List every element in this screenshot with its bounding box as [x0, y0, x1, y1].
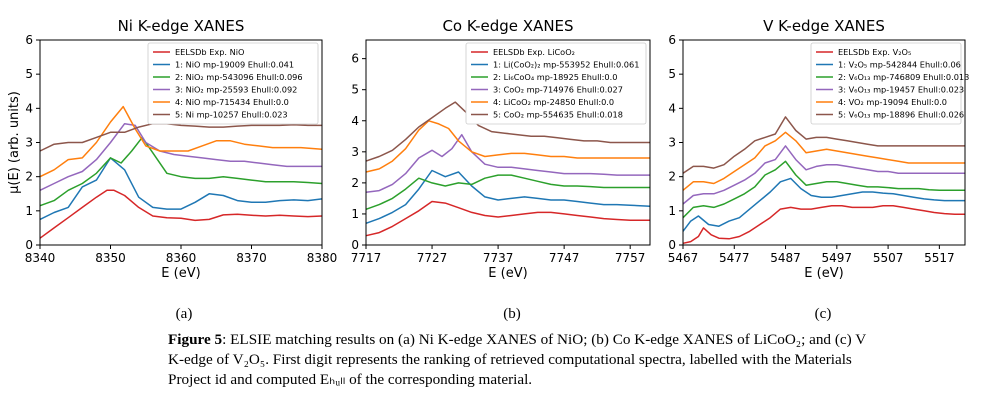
series-line-3-0 — [682, 204, 965, 245]
y-tick-label: 2 — [25, 170, 33, 184]
legend-entry: 5: CoO₂ mp-554635 Ehull:0.018 — [493, 110, 623, 120]
y-tick-label: 4 — [25, 101, 33, 115]
y-tick-label: 2 — [668, 170, 676, 184]
y-tick-label: 1 — [668, 204, 676, 218]
series-line-1-3 — [39, 122, 322, 191]
legend-entry: 2: NiO₂ mp-543096 Ehull:0.096 — [175, 72, 303, 82]
legend-entry: 4: LiCoO₂ mp-24850 Ehull:0.0 — [493, 97, 614, 107]
x-axis-label: E (eV) — [488, 266, 527, 281]
series-line-2-1 — [365, 169, 651, 225]
series-line-2-0 — [365, 200, 650, 237]
x-tick-label: 5507 — [873, 251, 904, 265]
x-tick-label: 5487 — [770, 251, 801, 265]
panel-label: (a) — [176, 306, 193, 322]
y-tick-label: 0 — [351, 238, 359, 252]
y-tick-label: 6 — [668, 33, 676, 47]
x-tick-label: 7757 — [615, 251, 646, 265]
series-line-2-3 — [365, 133, 650, 193]
series-line-1-0 — [39, 189, 323, 239]
y-tick-label: 4 — [351, 114, 359, 128]
y-tick-label: 0 — [25, 238, 33, 252]
legend-entry: 1: V₂O₅ mp-542844 Ehull:0.06 — [838, 60, 961, 70]
legend-box — [147, 42, 319, 125]
x-tick-label: 7737 — [483, 251, 514, 265]
chart-panel-3: 0 1 2 3 4 5 6 5467 5477 5487 5497 5507 5517 V K-edge … — [668, 17, 970, 322]
panel-label: (c) — [815, 306, 832, 322]
legend-entry: 4: VO₂ mp-19094 Ehull:0.0 — [838, 97, 947, 107]
legend-entry: 3: NiO₂ mp-25593 Ehull:0.092 — [175, 85, 297, 95]
panel-label: (b) — [503, 306, 521, 322]
x-tick-label: 7727 — [417, 251, 448, 265]
figure-caption: Figure 5: ELSIE matching results on (a) … — [168, 330, 868, 390]
legend-box — [465, 42, 647, 125]
series-line-1-5 — [39, 122, 322, 152]
y-tick-label: 0 — [668, 238, 676, 252]
legend-entry: EELSDb Exp. V₂O₅ — [838, 47, 911, 57]
legend-entry: EELSDb Exp. LiCoO₂ — [493, 47, 575, 57]
x-tick-label: 7747 — [549, 251, 580, 265]
y-tick-label: 4 — [668, 101, 676, 115]
chart-panel-2: 0 1 2 3 4 5 6 7717 7727 7737 7747 7757 Co K-edge XAN… — [351, 17, 651, 322]
legend-entry: EELSDb Exp. NiO — [175, 47, 244, 57]
x-axis-label: E (eV) — [161, 266, 200, 281]
chart-title: Ni K-edge XANES — [118, 17, 245, 35]
x-tick-label: 5467 — [668, 251, 699, 265]
legend-entry: 1: NiO mp-19009 Ehull:0.041 — [175, 60, 294, 70]
x-tick-label: 8370 — [236, 251, 267, 265]
series-line-2-2 — [365, 174, 650, 211]
x-axis-label: E (eV) — [804, 266, 843, 281]
y-tick-label: 1 — [25, 204, 33, 218]
series-line-3-5 — [682, 116, 965, 174]
legend-entry: 4: NiO mp-715434 Ehull:0.0 — [175, 97, 289, 107]
x-tick-label: 8380 — [307, 251, 338, 265]
x-tick-label: 8360 — [166, 251, 197, 265]
legend-entry: 1: Li(CoO₂)₂ mp-553952 Ehull:0.061 — [493, 60, 639, 70]
plot-frame — [365, 39, 651, 246]
series-line-3-1 — [682, 177, 965, 232]
y-tick-label: 3 — [25, 136, 33, 150]
series-line-3-3 — [682, 145, 965, 205]
legend-entry: 5: V₆O₁₃ mp-18896 Ehull:0.026 — [838, 110, 964, 120]
series-line-2-5 — [365, 101, 650, 162]
legend-box — [810, 42, 962, 125]
legend-entry: 2: Li₆CoO₄ mp-18925 Ehull:0.0 — [493, 72, 617, 82]
series-line-1-2 — [39, 136, 323, 207]
caption-text: : ELSIE matching results on (a) Ni K-edg… — [168, 331, 866, 388]
series-line-3-4 — [682, 131, 965, 191]
x-tick-label: 7717 — [351, 251, 382, 265]
x-tick-label: 5517 — [924, 251, 955, 265]
y-tick-label: 2 — [351, 176, 359, 190]
x-tick-label: 5477 — [719, 251, 750, 265]
series-line-1-1 — [39, 157, 323, 221]
y-tick-label: 5 — [351, 83, 359, 97]
legend-entry: 3: CoO₂ mp-714976 Ehull:0.027 — [493, 85, 623, 95]
x-tick-label: 8340 — [25, 251, 56, 265]
y-tick-label: 5 — [25, 67, 33, 81]
chart-panel-1: 0 1 2 3 4 5 6 8340 8350 8360 8370 8380 Ni K-edge XAN… — [7, 17, 337, 322]
y-tick-label: 3 — [351, 145, 359, 159]
series-line-2-4 — [365, 120, 650, 173]
series-line-3-2 — [682, 160, 965, 219]
y-tick-label: 6 — [25, 33, 33, 47]
y-tick-label: 3 — [668, 136, 676, 150]
chart-title: Co K-edge XANES — [442, 17, 573, 35]
series-line-1-4 — [39, 105, 323, 178]
y-tick-label: 6 — [351, 52, 359, 66]
y-axis-label: μ(E) (arb. units) — [7, 91, 22, 194]
legend-entry: 5: Ni mp-10257 Ehull:0.023 — [175, 110, 288, 120]
y-tick-label: 1 — [351, 207, 359, 221]
y-tick-label: 5 — [668, 67, 676, 81]
legend-entry: 2: V₆O₁₃ mp-746809 Ehull:0.013 — [838, 72, 969, 82]
x-tick-label: 8350 — [95, 251, 126, 265]
chart-title: V K-edge XANES — [763, 17, 885, 35]
caption-figure-label: Figure 5 — [168, 331, 223, 348]
x-tick-label: 5497 — [822, 251, 853, 265]
legend-entry: 3: V₆O₁₃ mp-19457 Ehull:0.023 — [838, 85, 964, 95]
